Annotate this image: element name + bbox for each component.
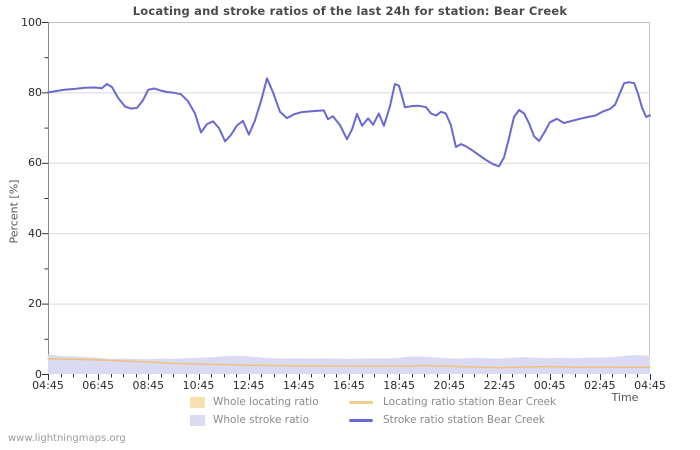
- x-tick-label-4: 12:45: [232, 379, 265, 392]
- y-tick-label-60: 60: [28, 156, 42, 170]
- legend-label-whole-stroke-ratio: Whole stroke ratio: [213, 414, 309, 426]
- x-tick-label-7: 18:45: [383, 379, 415, 392]
- legend-swatch-whole-locating-ratio: [190, 396, 205, 408]
- legend-label-stroke-ratio-station: Stroke ratio station Bear Creek: [383, 414, 545, 426]
- x-tick-label-10: 00:45: [533, 379, 566, 392]
- x-tick-label-3: 10:45: [182, 379, 215, 392]
- watermark: www.lightningmaps.org: [8, 433, 126, 444]
- series-whole-stroke-ratio: [48, 355, 650, 374]
- y-axis-title: Percent [%]: [7, 179, 21, 244]
- series-locating-ratio-station-bear-creek: [47, 358, 651, 369]
- y-tick-label-20: 20: [28, 297, 42, 311]
- series-stroke-ratio-station-bear-creek: [47, 77, 651, 168]
- legend: Whole locating ratio Locating ratio stat…: [190, 396, 556, 426]
- legend-swatch-locating-ratio-station: [349, 400, 373, 404]
- plot-border: [48, 22, 650, 374]
- x-tick-label-5: 14:45: [282, 379, 315, 392]
- legend-label-whole-locating-ratio: Whole locating ratio: [213, 396, 319, 408]
- x-tick-label-11: 02:45: [583, 379, 616, 392]
- chart-title: Locating and stroke ratios of the last 2…: [132, 4, 568, 18]
- x-tick-label-8: 20:45: [433, 379, 466, 392]
- legend-swatch-whole-stroke-ratio: [190, 414, 205, 426]
- y-tick-label-40: 40: [28, 226, 42, 240]
- x-axis-title: Time: [611, 391, 639, 404]
- x-tick-label-12: 04:45: [634, 379, 666, 392]
- y-tick-label-100: 100: [21, 15, 42, 29]
- y-tick-label-0: 0: [35, 367, 42, 381]
- y-tick-label-80: 80: [28, 85, 42, 99]
- legend-swatch-stroke-ratio-station: [349, 418, 373, 422]
- x-tick-label-2: 08:45: [132, 379, 165, 392]
- legend-label-locating-ratio-station: Locating ratio station Bear Creek: [383, 396, 557, 408]
- x-tick-label-1: 06:45: [82, 379, 114, 392]
- x-tick-label-6: 16:45: [333, 379, 365, 392]
- x-tick-label-0: 04:45: [32, 379, 64, 392]
- x-tick-label-9: 22:45: [483, 379, 516, 392]
